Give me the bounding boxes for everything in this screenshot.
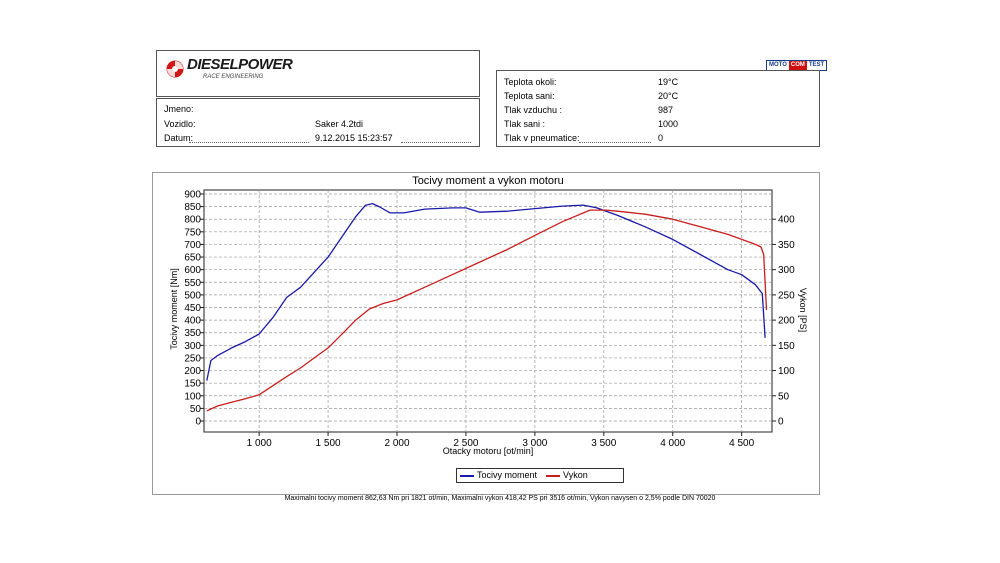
y-right-tick-label: 250 <box>778 290 795 301</box>
vehicle-model-label: Vozidlo: <box>164 119 196 129</box>
vehicle-model-value: Saker 4.2tdi <box>315 119 364 129</box>
plot-area <box>203 189 773 433</box>
date-value: 9.12.2015 15:23:57 <box>315 133 393 143</box>
logo-subtitle: RACE ENGINEERING <box>203 74 264 80</box>
y-left-tick-label: 500 <box>184 290 201 301</box>
y-right-axis-label: Vykon [PS] <box>798 287 808 333</box>
y-left-tick-label: 750 <box>184 227 201 238</box>
condition-label: Tlak vzduchu : <box>504 105 563 115</box>
y-right-tick-label: 0 <box>778 417 784 428</box>
x-tick-label: 4 000 <box>660 438 685 449</box>
legend-item-power: Vykon <box>546 469 588 482</box>
legend-swatch <box>546 474 561 477</box>
torque-curve <box>206 202 766 381</box>
chart-frame <box>152 172 820 495</box>
vehicle-info-panel: Jmeno: Vozidlo: Saker 4.2tdi Datum: 9.12… <box>156 98 480 147</box>
y-left-tick-label: 450 <box>184 303 201 314</box>
condition-label: Teplota sani: <box>504 91 555 101</box>
y-left-tick-label: 250 <box>184 353 201 364</box>
y-left-tick-label: 700 <box>184 240 201 251</box>
y-left-tick-label: 400 <box>184 316 201 327</box>
x-tick-label: 2 500 <box>453 438 478 449</box>
y-right-tick-label: 150 <box>778 341 795 352</box>
y-left-tick-label: 150 <box>184 379 201 390</box>
x-tick-label: 2 000 <box>384 438 409 449</box>
condition-value: 987 <box>658 105 674 115</box>
chart-legend: Tocivy moment Vykon <box>456 468 624 483</box>
y-left-tick-label: 100 <box>184 391 201 402</box>
condition-label: Tlak v pneumatice: <box>504 133 580 143</box>
condition-label: Teplota okoli: <box>504 77 557 87</box>
y-left-tick-label: 300 <box>184 341 201 352</box>
condition-value: 1000 <box>658 119 679 129</box>
logo-text: DIESELPOWER <box>187 56 293 73</box>
divider <box>401 142 471 143</box>
summary-footer: Maximalni tocivy moment 862,63 Nm pri 18… <box>284 495 716 502</box>
condition-value: 20°C <box>658 91 679 101</box>
badge-part: TEST <box>808 62 825 68</box>
x-tick-label: 3 500 <box>591 438 616 449</box>
logo-panel: DIESELPOWER RACE ENGINEERING <box>156 50 480 97</box>
y-left-tick-label: 800 <box>184 215 201 226</box>
y-left-tick-label: 650 <box>184 253 201 264</box>
y-right-tick-label: 400 <box>778 215 795 226</box>
legend-swatch <box>460 474 474 477</box>
legend-item-torque: Tocivy moment <box>460 469 537 482</box>
divider <box>579 142 651 143</box>
y-left-tick-label: 600 <box>184 265 201 276</box>
x-tick-label: 3 000 <box>522 438 547 449</box>
y-left-tick-label: 350 <box>184 328 201 339</box>
y-right-tick-label: 350 <box>778 240 795 251</box>
y-left-tick-label: 900 <box>184 190 201 201</box>
condition-value: 0 <box>658 133 664 143</box>
y-right-tick-label: 50 <box>778 391 790 402</box>
x-tick-label: 1 500 <box>316 438 341 449</box>
y-left-tick-label: 50 <box>190 404 202 415</box>
date-label: Datum: <box>164 133 194 143</box>
conditions-panel: Teplota okoli: 19°C Teplota sani: 20°C T… <box>496 70 820 147</box>
condition-label: Tlak sani : <box>504 119 546 129</box>
vehicle-name-label: Jmeno: <box>164 104 194 114</box>
x-axis-label: Otacky motoru [ot/min] <box>442 446 534 456</box>
x-tick-label: 4 500 <box>729 438 754 449</box>
divider <box>189 142 309 143</box>
power-curve <box>206 209 768 412</box>
condition-value: 19°C <box>658 77 679 87</box>
badge-part: COM <box>788 61 807 70</box>
y-right-tick-label: 200 <box>778 316 795 327</box>
y-left-tick-label: 850 <box>184 202 201 213</box>
y-left-tick-label: 0 <box>195 417 201 428</box>
turbo-logo-icon <box>166 60 184 78</box>
y-left-tick-label: 550 <box>184 278 201 289</box>
legend-label: Tocivy moment <box>477 470 538 480</box>
y-left-axis-label: Tocivy moment [Nm] <box>169 268 179 350</box>
legend-label: Vykon <box>563 470 588 480</box>
y-right-tick-label: 300 <box>778 265 795 276</box>
x-tick-label: 1 000 <box>247 438 272 449</box>
y-left-tick-label: 200 <box>184 366 201 377</box>
badge-part: MOTO <box>769 62 787 68</box>
chart-title: Tocivy moment a vykon motoru <box>412 175 564 187</box>
y-right-tick-label: 100 <box>778 366 795 377</box>
